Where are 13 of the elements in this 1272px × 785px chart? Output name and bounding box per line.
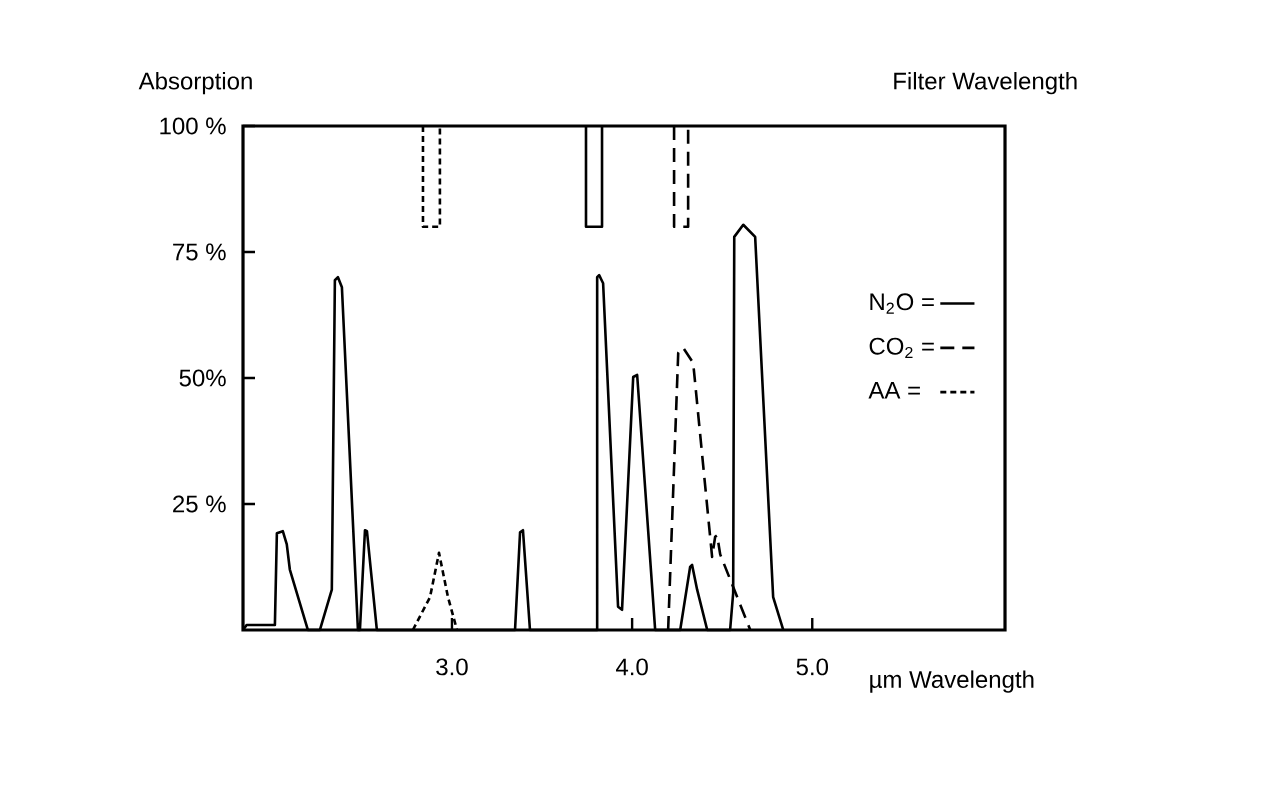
text: Filter Wavelength xyxy=(894,71,1077,95)
x-tick-label: 3.0 xyxy=(436,658,468,676)
y-tick-label: 100 % xyxy=(160,117,226,135)
legend-label: AA = xyxy=(868,382,920,399)
x-axis-title: µm Wavelength xyxy=(870,670,1034,693)
y-tick-label: 75 % xyxy=(173,243,226,261)
y-tick-label: 25 % xyxy=(173,495,226,513)
y-tick-label: 50% xyxy=(179,369,226,387)
legend-label: N$_{2}$O = xyxy=(870,293,934,314)
x-tick-label: 5.0 xyxy=(796,658,829,676)
legend-label: CO$_{2}$ = xyxy=(869,337,934,359)
y-axis-title: Absorption xyxy=(138,71,252,95)
x-tick-label: 4.0 xyxy=(616,658,648,676)
